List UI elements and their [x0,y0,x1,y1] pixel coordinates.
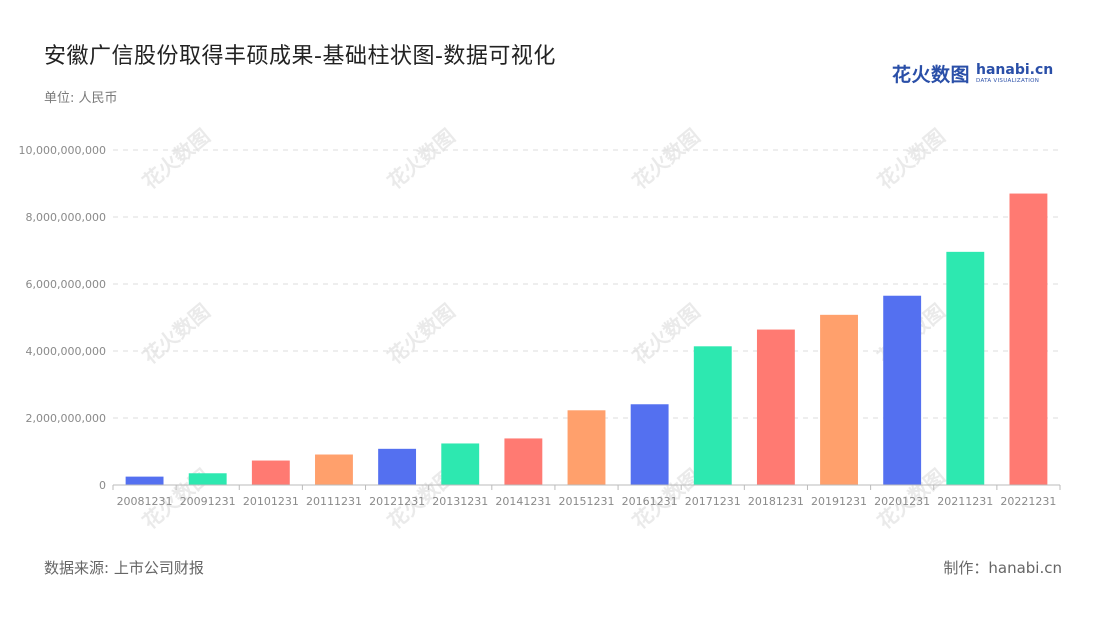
bar-20091231 [188,473,227,485]
y-tick-label: 0 [99,479,106,492]
x-tick-label: 20101231 [243,495,299,508]
x-tick-label: 20211231 [937,495,993,508]
y-tick-label: 8,000,000,000 [26,211,106,224]
bar-20181231 [756,329,795,485]
bar-20141231 [504,438,543,485]
watermark-text: 花火数图 [138,299,215,369]
bar-series [125,193,1048,486]
bar-20151231 [567,410,606,485]
logo-english: hanabi.cn DATA VISUALIZATION [976,63,1053,85]
x-tick-label: 20131231 [432,495,488,508]
bar-20161231 [630,404,669,485]
bar-20171231 [693,346,732,485]
bar-20121231 [378,448,417,485]
y-tick-label: 2,000,000,000 [26,412,106,425]
x-tick-label: 20221231 [1000,495,1056,508]
watermark-text: 花火数图 [138,124,215,194]
watermark-text: 花火数图 [383,124,460,194]
x-tick-label: 20111231 [306,495,362,508]
x-tick-label: 20121231 [369,495,425,508]
bar-20131231 [441,443,480,485]
bar-20201231 [883,295,922,485]
data-source: 数据来源: 上市公司财报 [44,559,204,577]
logo-english-text: hanabi.cn [976,61,1054,78]
chart-title: 安徽广信股份取得丰硕成果-基础柱状图-数据可视化 [44,44,556,69]
watermark-text: 花火数图 [628,299,705,369]
y-axis: 0 2,000,000,000 4,000,000,000 6,000,000,000… [19,144,106,492]
brand-logo: 花火数图 hanabi.cn DATA VISUALIZATION [892,60,1053,87]
bar-20101231 [251,460,290,485]
x-tick-label: 20161231 [622,495,678,508]
x-tick-label: 20141231 [495,495,551,508]
bar-20081231 [125,476,164,485]
y-tick-label: 4,000,000,000 [26,345,106,358]
watermark-text: 花火数图 [873,124,950,194]
y-tick-label: 6,000,000,000 [26,278,106,291]
x-tick-label: 20201231 [874,495,930,508]
watermark-text: 花火数图 [628,124,705,194]
watermark-text: 花火数图 [383,299,460,369]
x-axis: 20081231 20091231 20101231 20111231 20121231… [112,484,1061,508]
x-tick-label: 20091231 [180,495,236,508]
logo-chinese-text: 花火数图 [892,64,971,86]
credit-label: 制作：hanabi.cn [943,559,1062,577]
bar-20191231 [820,314,858,485]
bar-20221231 [1009,193,1048,486]
unit-label: 单位: 人民币 [44,91,118,106]
logo-subtitle-text: DATA VISUALIZATION [976,77,1040,84]
x-tick-label: 20171231 [685,495,741,508]
y-tick-label: 10,000,000,000 [19,144,106,157]
x-tick-label: 20181231 [748,495,804,508]
x-tick-label: 20151231 [559,495,615,508]
x-tick-label: 20081231 [117,495,173,508]
bar-20111231 [315,454,353,485]
bar-20211231 [946,251,985,485]
x-tick-label: 20191231 [811,495,867,508]
